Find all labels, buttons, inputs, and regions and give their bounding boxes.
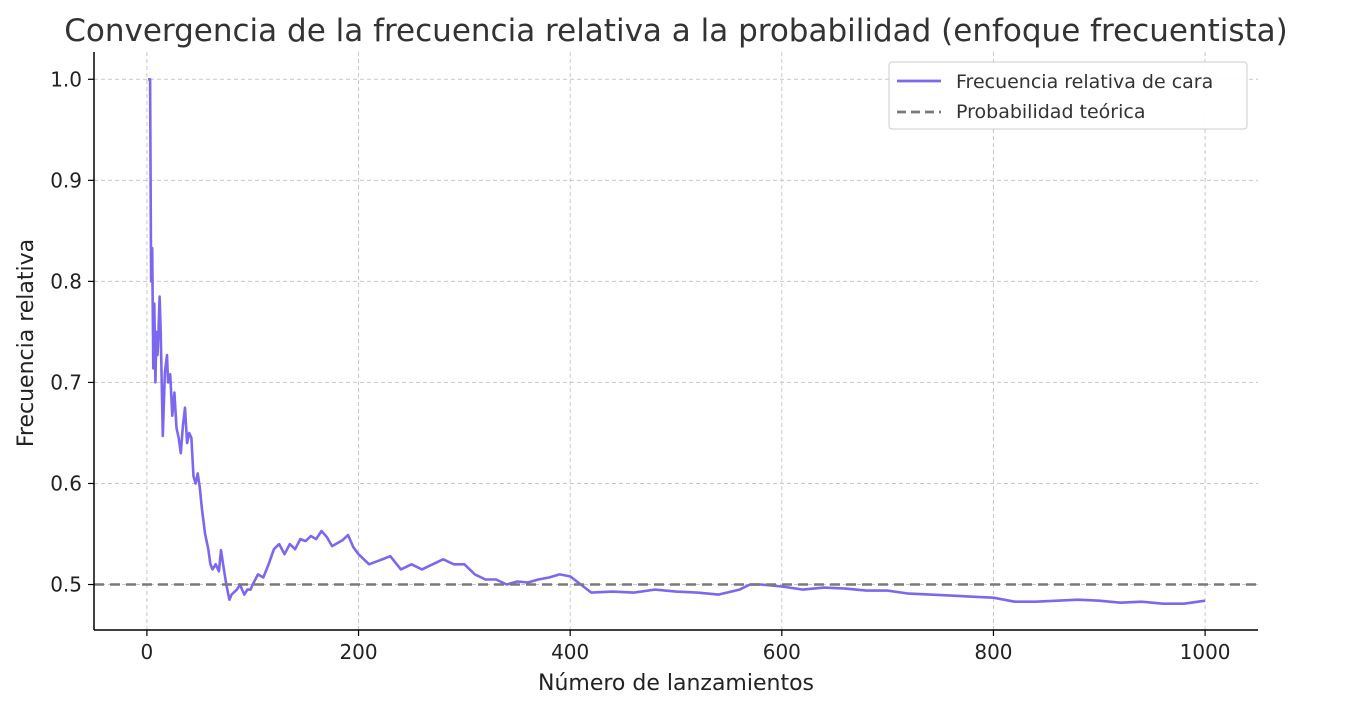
grid-layer — [94, 52, 1258, 630]
y-tick-label: 0.8 — [50, 269, 82, 293]
y-tick-label: 0.5 — [50, 573, 82, 597]
legend-box — [888, 61, 1248, 130]
x-tick-label: 800 — [974, 640, 1012, 664]
y-tick-label: 0.6 — [50, 471, 82, 495]
series-line-frecuencia-relativa — [147, 78, 1206, 606]
y-tick-label: 0.7 — [50, 370, 82, 394]
y-tick-label: 1.0 — [50, 67, 82, 91]
x-tick-label: 200 — [339, 640, 377, 664]
legend-label-series-0: Frecuencia relativa de cara — [956, 71, 1213, 93]
chart-title: Convergencia de la frecuencia relativa a… — [64, 13, 1288, 49]
tick-layer: 0 200 400 600 800 1000 0.5 0.6 0.7 0.8 0.9 1.0 — [50, 67, 1230, 664]
legend-label-series-1: Probabilidad teórica — [956, 101, 1146, 123]
data-layer — [94, 78, 1258, 606]
legend: Frecuencia relativa de cara Probabilidad… — [888, 61, 1248, 130]
y-tick-label: 0.9 — [50, 168, 82, 192]
y-axis-label: Frecuencia relativa — [14, 239, 39, 447]
x-tick-label: 600 — [763, 640, 801, 664]
x-tick-label: 1000 — [1180, 640, 1231, 664]
axes-layer — [93, 52, 1258, 631]
x-tick-label: 400 — [551, 640, 589, 664]
x-tick-label: 0 — [141, 640, 154, 664]
x-axis-label: Número de lanzamientos — [538, 671, 814, 696]
